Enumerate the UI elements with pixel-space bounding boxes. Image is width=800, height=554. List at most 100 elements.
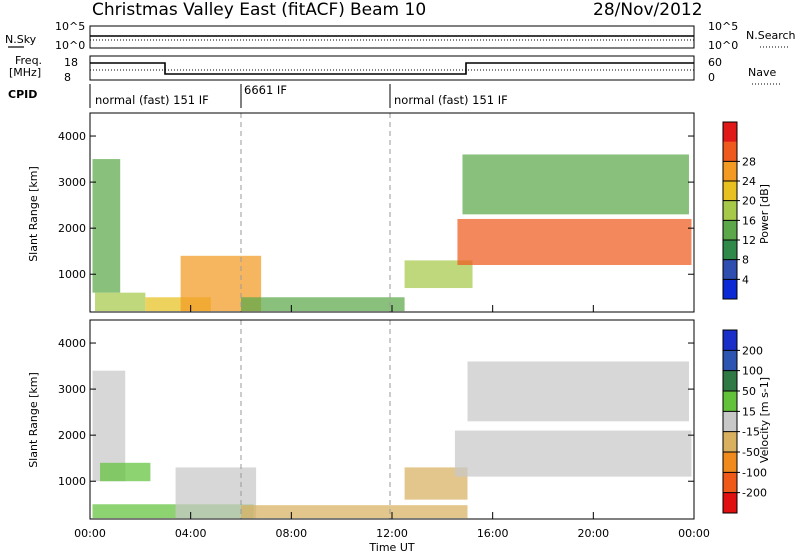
velocity-colorbar-label: Velocity [m s-1]	[758, 377, 771, 463]
freq-label: Freq.	[15, 54, 42, 67]
cb-power-swatch-7	[723, 259, 737, 280]
cb-velocity-swatch-1	[723, 350, 737, 372]
x-axis-label: Time UT	[368, 541, 414, 554]
velocity-ytick-label-0: 1000	[58, 475, 86, 488]
cb-power-frame	[722, 121, 738, 300]
left-tick-1e0: 10^0	[55, 39, 85, 52]
nsearch-label: N.Search	[746, 29, 796, 42]
velocity-region-1	[100, 462, 151, 482]
xtick-label-5: 20:00	[577, 527, 609, 540]
cb-power-swatch-8	[723, 279, 737, 300]
velocity-ytick-label-1: 2000	[58, 429, 86, 442]
power-y-axis: 1000 2000 3000 4000	[58, 130, 694, 281]
power-region-1	[95, 292, 146, 312]
velocity-region-7	[467, 361, 689, 422]
cb-velocity-frame	[722, 329, 738, 514]
cpid-segment-3: normal (fast) 151 IF	[394, 93, 508, 107]
beam-label: Beam 10	[350, 0, 426, 20]
right-tick-1e0: 10^0	[708, 39, 738, 52]
cb-velocity-tick-label-3: 15	[742, 405, 756, 418]
cb-power-swatch-2	[723, 161, 737, 182]
time-axis: 00:00 04:00 08:00 12:00 16:00 20:00 00:00	[74, 305, 710, 540]
right-tick-1e5: 10^5	[708, 20, 738, 33]
power-region-6	[457, 218, 692, 266]
power-colorbar: 4 8 12 16 20 24 28	[722, 121, 756, 300]
velocity-ytick-label-2: 3000	[58, 383, 86, 396]
cb-velocity-tick-label-6: -100	[742, 466, 767, 479]
cb-power-tick-label-6: 28	[742, 155, 756, 168]
cb-velocity-swatch-6	[723, 452, 737, 473]
cb-velocity-swatch-7	[723, 472, 737, 494]
velocity-panel: 1000 2000 3000 4000 Slant Range [km]	[27, 319, 695, 520]
cb-velocity-tick-label-1: 100	[742, 365, 763, 378]
plot-title: Christmas Valley East (fitACF)	[92, 0, 345, 20]
xtick-label-0: 00:00	[74, 527, 106, 540]
velocity-ytick-label-3: 4000	[58, 337, 86, 350]
power-y-axis-label: Slant Range [km]	[27, 166, 40, 262]
cb-velocity-swatch-0	[723, 330, 737, 351]
cb-power-swatch-4	[723, 200, 737, 221]
power-colorbar-label: Power [dB]	[758, 184, 771, 244]
freq-strip-frame	[89, 55, 695, 81]
cb-velocity-swatch-2	[723, 370, 737, 392]
power-ytick-label-0: 1000	[58, 268, 86, 281]
freq-line	[90, 62, 694, 75]
velocity-y-axis: 1000 2000 3000 4000	[58, 337, 694, 488]
cb-velocity-tick-label-5: -50	[742, 446, 760, 459]
velocity-colorbar: 200 100 50 15 -15 -50 -100 -200	[722, 329, 767, 514]
xtick-label-3: 12:00	[376, 527, 408, 540]
nave-tick-0: 0	[708, 71, 715, 84]
cb-velocity-tick-label-2: 50	[742, 385, 756, 398]
power-region-7	[462, 154, 689, 215]
cb-velocity-tick-label-7: -200	[742, 487, 767, 500]
cb-power-tick-label-5: 24	[742, 175, 756, 188]
power-panel: 1000 2000 3000 4000 Slant Range [km]	[27, 112, 695, 313]
xtick-label-1: 04:00	[175, 527, 207, 540]
cb-power-tick-label-2: 12	[742, 234, 756, 247]
freq-unit-label: [MHz]	[9, 66, 41, 79]
power-ytick-label-2: 3000	[58, 176, 86, 189]
cb-power-tick-label-0: 4	[742, 273, 749, 286]
velocity-region-6	[454, 430, 692, 477]
nave-label: Nave	[748, 66, 776, 79]
xtick-label-6: 00:00	[678, 527, 710, 540]
cb-power-tick-label-3: 16	[742, 214, 756, 227]
freq-tick-18: 18	[64, 56, 78, 69]
power-ytick-label-3: 4000	[58, 130, 86, 143]
left-tick-1e5: 10^5	[55, 20, 85, 33]
cpid-segment-1: normal (fast) 151 IF	[95, 93, 209, 107]
velocity-heatmap	[92, 361, 692, 519]
cb-power-tick-label-4: 20	[742, 195, 756, 208]
date-label: 28/Nov/2012	[593, 0, 703, 20]
freq-tick-8: 8	[64, 71, 71, 84]
xtick-label-4: 16:00	[477, 527, 509, 540]
power-heatmap	[92, 154, 692, 312]
power-region-4	[241, 297, 405, 312]
nsky-label: N.Sky	[5, 33, 37, 46]
noise-strip-frame	[89, 25, 695, 49]
cb-velocity-swatch-3	[723, 391, 737, 412]
cpid-segment-2: 6661 IF	[244, 83, 287, 97]
cb-velocity-tick-label-4: -15	[742, 426, 760, 439]
freq-strip: Freq. [MHz] 18 8 60 0 Nave	[9, 54, 782, 85]
cpid-label: CPID	[8, 88, 37, 101]
cb-velocity-swatch-5	[723, 431, 737, 453]
velocity-region-4	[241, 505, 468, 519]
cb-power-swatch-5	[723, 220, 737, 241]
xtick-label-2: 08:00	[275, 527, 307, 540]
velocity-y-axis-label: Slant Range [km]	[27, 372, 40, 468]
cb-power-tick-label-1: 8	[742, 254, 749, 267]
cb-velocity-swatch-4	[723, 411, 737, 433]
cb-power-swatch-6	[723, 240, 737, 261]
cb-power-swatch-0	[723, 122, 737, 143]
cb-velocity-swatch-8	[723, 492, 737, 514]
power-ytick-label-1: 2000	[58, 222, 86, 235]
cb-velocity-tick-label-0: 200	[742, 344, 763, 357]
cb-power-swatch-1	[723, 141, 737, 162]
power-region-0	[92, 159, 121, 293]
cb-power-swatch-3	[723, 181, 737, 202]
cpid-strip: CPID normal (fast) 151 IF 6661 IF normal…	[8, 83, 508, 108]
noise-strip: N.Sky 10^5 10^0 10^5 10^0 N.Search	[5, 20, 796, 52]
nave-tick-60: 60	[708, 56, 722, 69]
